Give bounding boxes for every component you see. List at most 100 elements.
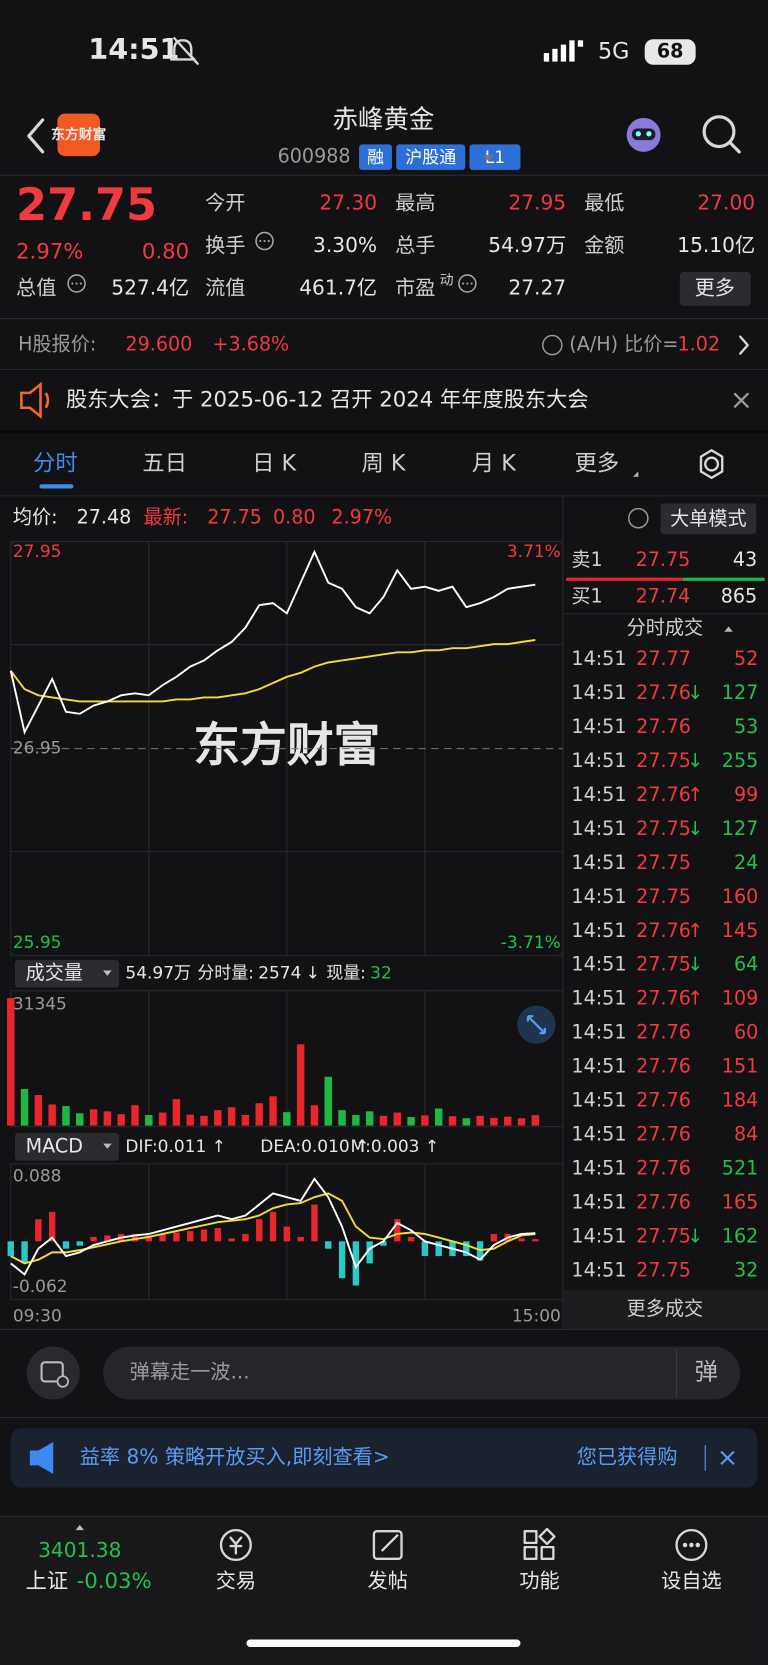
info-icon[interactable] (67, 274, 86, 293)
dropdown-arrow[interactable] (483, 155, 494, 162)
close-notice[interactable] (733, 392, 749, 408)
volume-bar (20, 1088, 29, 1126)
more-trades[interactable] (563, 1290, 768, 1330)
trade-time: 14:51 (571, 681, 626, 704)
robot-icon[interactable] (626, 117, 661, 152)
h-share-label: H股报价: (18, 333, 96, 356)
segment-arrow: ↓ (306, 964, 320, 984)
settings-button[interactable] (699, 449, 724, 480)
trade-volume: 255 (722, 749, 758, 772)
volume-bar (462, 1118, 471, 1126)
tab[interactable]: 日 K (252, 451, 297, 477)
field-value: 3.30% (313, 233, 377, 257)
dropdown-arrow[interactable] (103, 1143, 112, 1149)
volume-bar (89, 1109, 98, 1126)
field-label: 金额 (584, 233, 624, 257)
banner-reward[interactable]: 您已获得购 (577, 1444, 678, 1468)
banner[interactable] (10, 1428, 758, 1488)
help-icon[interactable] (542, 334, 563, 356)
segment-label: 分时量: (197, 964, 254, 984)
trade-volume: 184 (722, 1089, 758, 1112)
info-icon[interactable] (255, 231, 274, 251)
volume-bar (296, 1044, 305, 1126)
danmu-input[interactable] (103, 1346, 741, 1400)
field-label: 总值 (16, 275, 56, 299)
more-button-label[interactable]: 更多 (695, 275, 735, 299)
tag (359, 144, 392, 170)
chevron[interactable] (739, 335, 749, 355)
mode-button[interactable] (660, 503, 757, 535)
trade-price: 27.76 (636, 987, 691, 1010)
danmu-placeholder[interactable]: 弹幕走一波... (130, 1359, 250, 1383)
trade-time: 14:51 (571, 1055, 626, 1078)
mode-button-label[interactable]: 大单模式 (670, 507, 746, 530)
macd-bar (421, 1241, 429, 1257)
tab[interactable]: 更多 (575, 451, 620, 477)
back-button[interactable] (27, 118, 45, 154)
danmu-toggle[interactable] (26, 1346, 80, 1400)
volume-bar (34, 1095, 43, 1126)
field-value: 27.95 (508, 190, 566, 214)
trade-time: 14:51 (571, 1089, 626, 1112)
latest-change-pct: 2.97% (331, 506, 392, 529)
help-icon[interactable] (628, 507, 649, 529)
nav-item[interactable]: 设自选 (661, 1569, 721, 1593)
logo (57, 113, 100, 157)
current-volume: 32 (370, 964, 392, 984)
volume-bar (490, 1117, 498, 1126)
danmu-send[interactable]: 弹 (695, 1357, 718, 1385)
dropdown-arrow[interactable] (103, 970, 112, 976)
field-value: 27.27 (508, 275, 566, 299)
trade-volume: 521 (722, 1157, 758, 1180)
nav-item[interactable]: 交易 (216, 1569, 256, 1593)
info-icon[interactable] (458, 274, 477, 293)
close-banner[interactable] (720, 1450, 735, 1466)
y-tick-label: -0.062 (13, 1277, 68, 1297)
tab[interactable]: 月 K (472, 451, 517, 477)
collapse-arrow[interactable] (724, 626, 733, 632)
sell-bar (566, 577, 683, 581)
last-price: 27.75 (16, 179, 157, 231)
trade-price: 27.76 (636, 783, 691, 806)
nav-item[interactable]: 发帖 (368, 1569, 408, 1593)
trade-price: 27.76 (636, 681, 691, 704)
nav-item[interactable]: 功能 (519, 1569, 559, 1593)
volume-bar (338, 1110, 346, 1126)
indicator-select[interactable] (15, 1133, 120, 1161)
index-name[interactable]: 上证 (26, 1569, 68, 1594)
volume-bar (269, 1096, 277, 1126)
banner-text[interactable]: 益率 8% 策略开放买入,即刻查看> (80, 1444, 390, 1468)
avg-line (9, 639, 536, 703)
tab[interactable]: 周 K (361, 451, 406, 477)
volume-bar (200, 1115, 208, 1126)
buy-label: 买1 (571, 584, 602, 607)
notice-text[interactable]: 股东大会：于 2025-06-12 召开 2024 年年度股东大会 (66, 387, 589, 412)
index-change[interactable]: -0.03% (77, 1569, 152, 1594)
trade-volume: 165 (722, 1191, 758, 1214)
trade-price: 27.76 (636, 1191, 691, 1214)
trade-price: 27.75 (636, 1259, 691, 1282)
index-arrow[interactable] (75, 1524, 85, 1531)
h-share-price: 29.600 (125, 333, 192, 356)
dif-label: DIF:0.011 ↑ (125, 1137, 225, 1157)
tab[interactable]: 分时 (33, 451, 78, 477)
buy-volume: 865 (721, 584, 757, 607)
macd-bar (256, 1219, 263, 1242)
volume-label[interactable]: 成交量 (26, 961, 83, 984)
macd-bar (297, 1236, 304, 1242)
more-trades-label[interactable]: 更多成交 (627, 1297, 703, 1320)
trade-volume: 127 (722, 681, 758, 704)
index-value[interactable]: 3401.38 (38, 1538, 121, 1562)
trade-volume: 64 (734, 953, 758, 976)
indicator-select[interactable] (15, 959, 120, 988)
search-button[interactable] (702, 115, 741, 154)
volume-bar (158, 1112, 167, 1126)
expand-button[interactable] (517, 1005, 556, 1044)
trade-time: 14:51 (571, 953, 626, 976)
tab[interactable]: 五日 (142, 451, 187, 477)
tag-label: L1 (485, 148, 505, 168)
macd-label[interactable]: MACD (26, 1134, 83, 1157)
macd-bar (21, 1241, 28, 1264)
more-button[interactable] (679, 271, 751, 306)
macd-bar (228, 1238, 235, 1242)
